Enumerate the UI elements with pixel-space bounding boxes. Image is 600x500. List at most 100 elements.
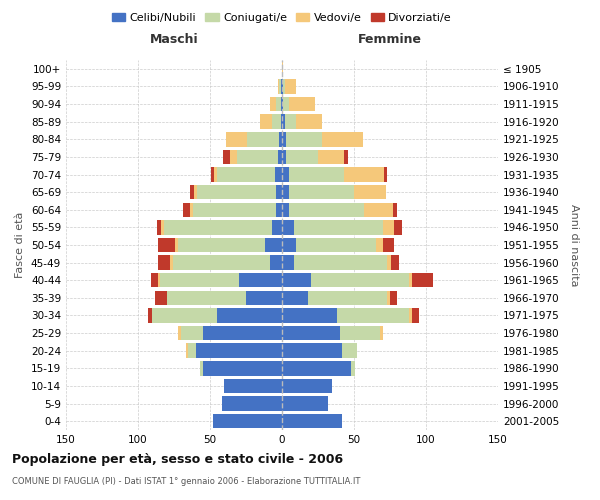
Bar <box>247 132 279 146</box>
Bar <box>164 220 272 234</box>
Bar <box>276 97 281 112</box>
Bar <box>282 238 296 252</box>
Bar <box>308 290 387 305</box>
Bar <box>226 132 247 146</box>
Bar <box>282 114 285 129</box>
Bar <box>293 220 383 234</box>
Bar <box>213 414 282 428</box>
Bar <box>322 132 362 146</box>
Bar <box>155 290 167 305</box>
Bar <box>282 256 293 270</box>
Bar <box>282 273 311 287</box>
Bar <box>281 97 282 112</box>
Bar <box>224 378 282 393</box>
Bar <box>193 202 276 217</box>
Bar <box>278 150 282 164</box>
Bar <box>185 344 188 358</box>
Bar <box>412 273 433 287</box>
Bar <box>376 238 383 252</box>
Bar <box>296 114 322 129</box>
Bar <box>282 220 293 234</box>
Bar <box>293 256 387 270</box>
Bar <box>394 220 401 234</box>
Bar <box>167 290 246 305</box>
Bar <box>351 361 355 376</box>
Bar <box>272 114 281 129</box>
Bar <box>283 79 285 94</box>
Bar <box>190 185 194 200</box>
Bar <box>157 220 161 234</box>
Bar <box>170 256 173 270</box>
Bar <box>311 273 409 287</box>
Bar <box>188 344 196 358</box>
Bar <box>194 185 197 200</box>
Bar <box>364 202 393 217</box>
Bar <box>286 150 318 164</box>
Bar <box>230 150 238 164</box>
Bar <box>340 326 380 340</box>
Bar <box>158 273 160 287</box>
Bar <box>282 97 283 112</box>
Bar <box>276 185 282 200</box>
Bar <box>223 150 230 164</box>
Bar <box>271 97 276 112</box>
Bar <box>285 79 296 94</box>
Bar <box>391 256 398 270</box>
Bar <box>178 326 181 340</box>
Bar <box>343 344 357 358</box>
Bar <box>380 326 383 340</box>
Bar <box>214 168 217 181</box>
Bar <box>354 185 386 200</box>
Bar <box>196 344 282 358</box>
Bar <box>158 238 175 252</box>
Bar <box>246 290 282 305</box>
Bar <box>383 220 394 234</box>
Bar <box>200 361 203 376</box>
Bar <box>390 290 397 305</box>
Bar <box>175 238 178 252</box>
Bar <box>160 273 239 287</box>
Bar <box>289 185 354 200</box>
Text: Femmine: Femmine <box>358 33 422 46</box>
Text: Maschi: Maschi <box>149 33 199 46</box>
Bar <box>279 132 282 146</box>
Bar <box>203 326 282 340</box>
Bar <box>282 168 289 181</box>
Bar <box>283 97 289 112</box>
Bar <box>152 308 217 322</box>
Bar <box>387 256 391 270</box>
Bar <box>282 202 289 217</box>
Bar <box>282 344 343 358</box>
Bar <box>278 79 279 94</box>
Bar <box>217 308 282 322</box>
Y-axis label: Anni di nascita: Anni di nascita <box>569 204 579 286</box>
Bar <box>282 132 286 146</box>
Bar <box>344 168 384 181</box>
Bar <box>282 326 340 340</box>
Bar <box>344 150 348 164</box>
Bar <box>393 202 397 217</box>
Bar <box>282 361 351 376</box>
Bar <box>158 256 170 270</box>
Legend: Celibi/Nubili, Coniugati/e, Vedovi/e, Divorziati/e: Celibi/Nubili, Coniugati/e, Vedovi/e, Di… <box>107 8 457 27</box>
Text: Popolazione per età, sesso e stato civile - 2006: Popolazione per età, sesso e stato civil… <box>12 452 343 466</box>
Bar <box>148 308 152 322</box>
Bar <box>289 97 315 112</box>
Bar <box>173 256 271 270</box>
Bar <box>211 168 214 181</box>
Bar <box>289 202 364 217</box>
Bar <box>272 220 282 234</box>
Bar <box>203 361 282 376</box>
Bar <box>281 79 282 94</box>
Bar <box>387 290 390 305</box>
Bar <box>238 150 278 164</box>
Bar <box>384 168 387 181</box>
Bar <box>282 308 337 322</box>
Bar <box>409 273 412 287</box>
Bar <box>265 238 282 252</box>
Bar <box>161 220 164 234</box>
Bar <box>181 326 203 340</box>
Bar <box>383 238 394 252</box>
Bar <box>289 168 344 181</box>
Bar <box>197 185 276 200</box>
